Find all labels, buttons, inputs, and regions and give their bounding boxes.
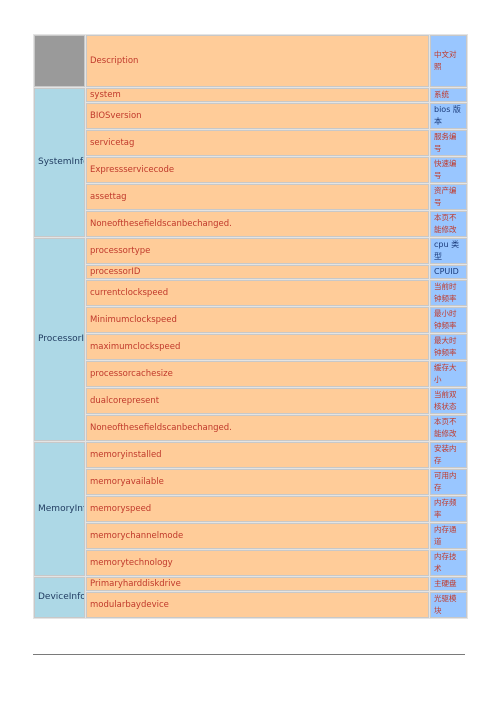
table-row: dualcorepresent 当前双核状态 bbox=[34, 388, 467, 414]
row-description: processortype bbox=[86, 238, 429, 264]
table-row: MemoryInfo memoryinstalled 安装内存 bbox=[34, 442, 467, 576]
row-description: modularbaydevice bbox=[86, 592, 429, 618]
bios-info-table: Description 中文对照 SystemInfo system 系统 BI… bbox=[33, 34, 468, 619]
group-label-processorinfo: ProcessorInfo bbox=[34, 238, 85, 441]
row-description: servicetag bbox=[86, 130, 429, 156]
table-row: BIOSversion bios 版本 bbox=[34, 103, 467, 129]
row-description: assettag bbox=[86, 184, 429, 210]
row-chinese: 内存频率 bbox=[430, 496, 467, 522]
group-label-deviceinfo: DeviceInfo bbox=[34, 577, 85, 618]
row-chinese: 最大时钟频率 bbox=[430, 334, 467, 360]
row-chinese: 当前双核状态 bbox=[430, 388, 467, 414]
row-chinese: CPUID bbox=[430, 265, 467, 279]
row-chinese: 安装内存 bbox=[430, 442, 467, 468]
row-description: Noneofthesefieldscanbechanged. bbox=[86, 211, 429, 237]
row-description: memorychannelmode bbox=[86, 523, 429, 549]
group-label-memoryinfo: MemoryInfo bbox=[34, 442, 85, 576]
row-description: Noneofthesefieldscanbechanged. bbox=[86, 415, 429, 441]
row-description: Primaryharddiskdrive bbox=[86, 577, 429, 591]
row-chinese: 资产编号 bbox=[430, 184, 467, 210]
row-description: memoryavailable bbox=[86, 469, 429, 495]
header-description: Description bbox=[86, 35, 429, 87]
group-label-systeminfo: SystemInfo bbox=[34, 88, 85, 237]
table-row: memorychannelmode 内存通道 bbox=[34, 523, 467, 549]
row-chinese: 主硬盘 bbox=[430, 577, 467, 591]
table-row: Noneofthesefieldscanbechanged. 本页不能修改 bbox=[34, 211, 467, 237]
row-chinese: 服务编号 bbox=[430, 130, 467, 156]
row-chinese: 内存通道 bbox=[430, 523, 467, 549]
table-bottom-border bbox=[33, 654, 465, 655]
header-chinese: 中文对照 bbox=[430, 35, 467, 87]
row-description: Minimumclockspeed bbox=[86, 307, 429, 333]
row-description: processorID bbox=[86, 265, 429, 279]
table-row: modularbaydevice 光驱模块 bbox=[34, 592, 467, 618]
row-description: memoryinstalled bbox=[86, 442, 429, 468]
table-row: Minimumclockspeed 最小时钟频率 bbox=[34, 307, 467, 333]
table-row: processorID CPUID bbox=[34, 265, 467, 279]
row-description: system bbox=[86, 88, 429, 102]
row-description: memoryspeed bbox=[86, 496, 429, 522]
table-row: assettag 资产编号 bbox=[34, 184, 467, 210]
table-row: memorytechnology 内存技术 bbox=[34, 550, 467, 576]
row-description: currentclockspeed bbox=[86, 280, 429, 306]
table-row: ProcessorInfo processortype cpu 类型 bbox=[34, 238, 467, 441]
row-description: processorcachesize bbox=[86, 361, 429, 387]
row-chinese: 当前时钟频率 bbox=[430, 280, 467, 306]
row-chinese: 内存技术 bbox=[430, 550, 467, 576]
row-chinese: cpu 类型 bbox=[430, 238, 467, 264]
row-chinese: bios 版本 bbox=[430, 103, 467, 129]
table-row: DeviceInfo Primaryharddiskdrive 主硬盘 bbox=[34, 577, 467, 618]
row-chinese: 光驱模块 bbox=[430, 592, 467, 618]
table-row: memoryavailable 可用内存 bbox=[34, 469, 467, 495]
row-chinese: 本页不能修改 bbox=[430, 415, 467, 441]
row-description: BIOSversion bbox=[86, 103, 429, 129]
table-row: servicetag 服务编号 bbox=[34, 130, 467, 156]
row-description: Expressservicecode bbox=[86, 157, 429, 183]
row-chinese: 系统 bbox=[430, 88, 467, 102]
row-chinese: 可用内存 bbox=[430, 469, 467, 495]
table-row: currentclockspeed 当前时钟频率 bbox=[34, 280, 467, 306]
row-chinese: 快速编号 bbox=[430, 157, 467, 183]
table-row: Expressservicecode 快速编号 bbox=[34, 157, 467, 183]
table-row: Noneofthesefieldscanbechanged. 本页不能修改 bbox=[34, 415, 467, 441]
table-header-row: Description 中文对照 bbox=[34, 35, 467, 87]
row-chinese: 缓存大小 bbox=[430, 361, 467, 387]
row-chinese: 最小时钟频率 bbox=[430, 307, 467, 333]
row-description: maximumclockspeed bbox=[86, 334, 429, 360]
table-row: SystemInfo system 系统 bbox=[34, 88, 467, 237]
table-row: memoryspeed 内存频率 bbox=[34, 496, 467, 522]
row-description: dualcorepresent bbox=[86, 388, 429, 414]
table-row: processorcachesize 缓存大小 bbox=[34, 361, 467, 387]
row-chinese: 本页不能修改 bbox=[430, 211, 467, 237]
table-row: maximumclockspeed 最大时钟频率 bbox=[34, 334, 467, 360]
header-group-cell bbox=[34, 35, 85, 87]
row-description: memorytechnology bbox=[86, 550, 429, 576]
